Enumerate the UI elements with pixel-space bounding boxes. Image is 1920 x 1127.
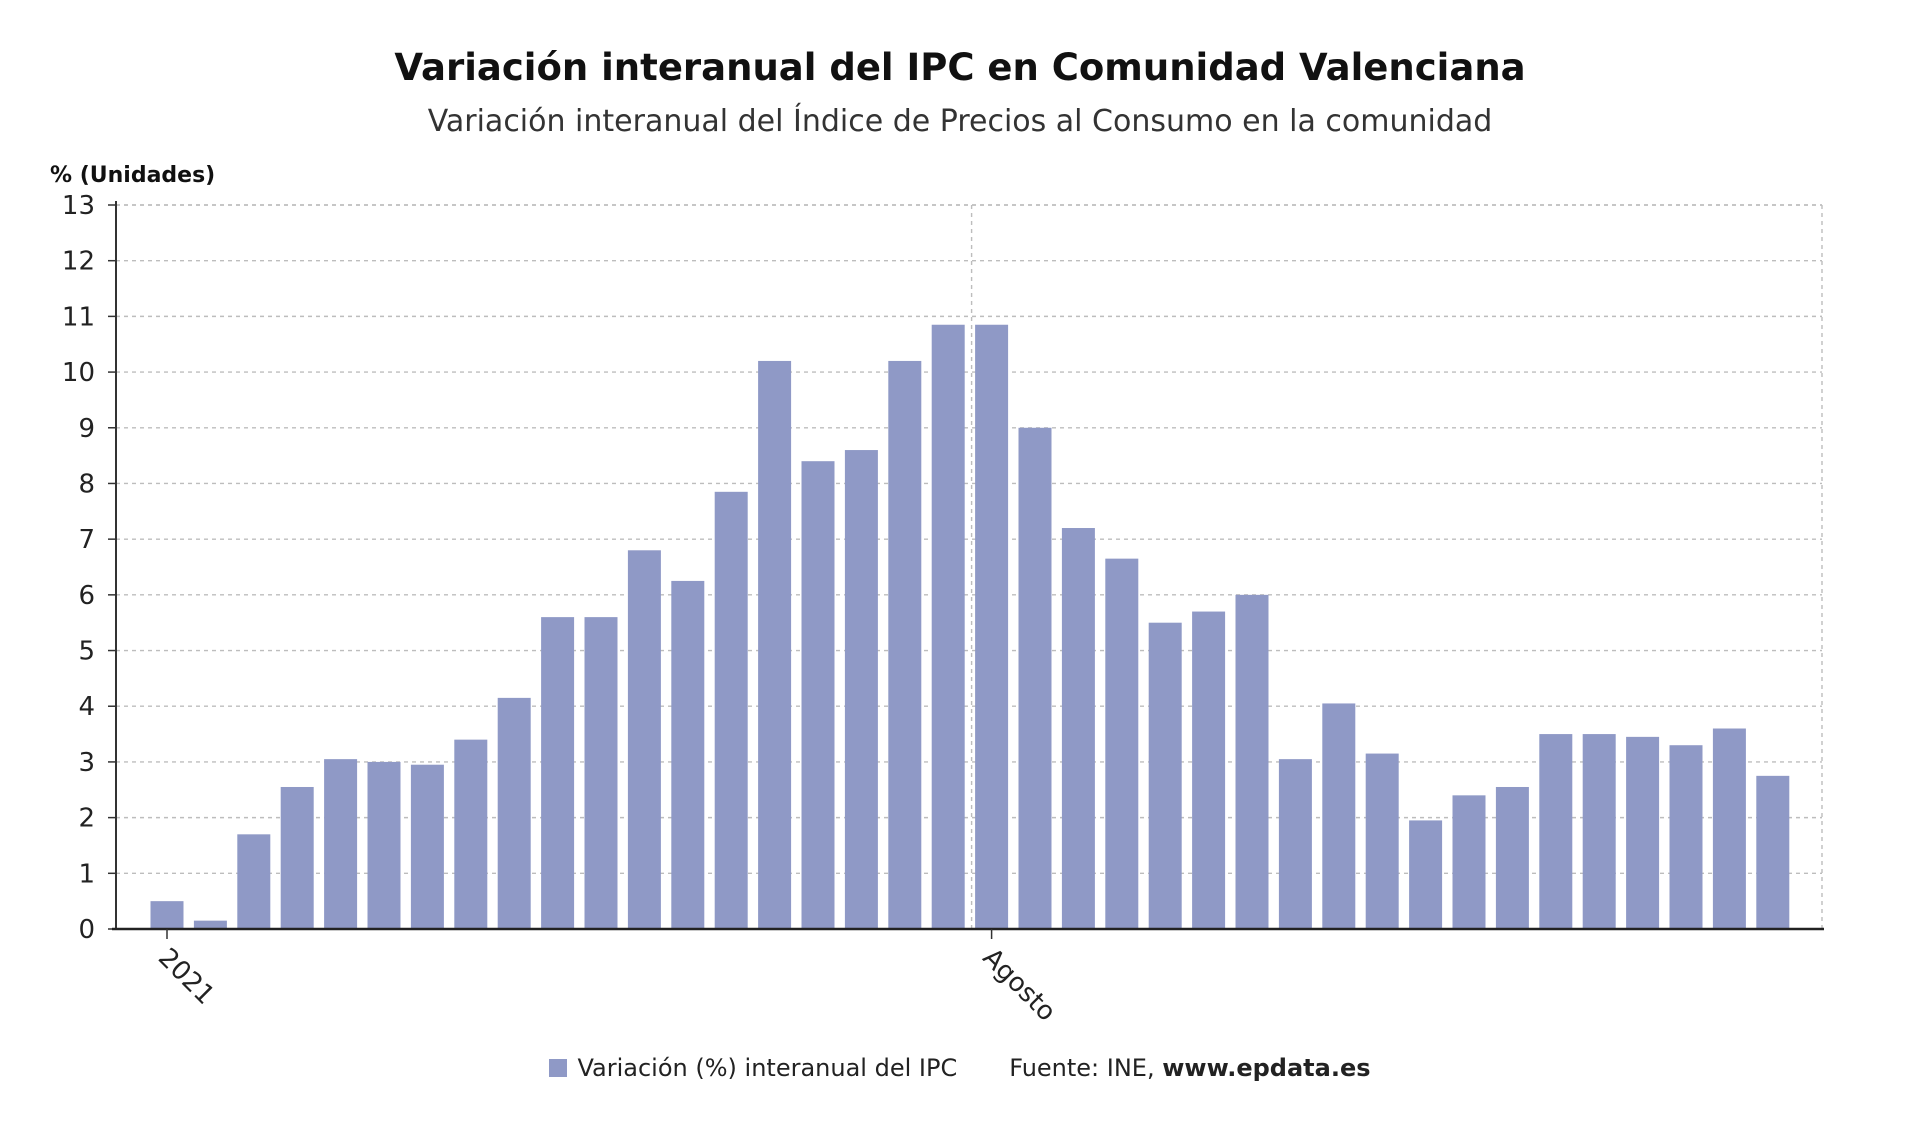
bars xyxy=(150,324,1790,929)
bar xyxy=(801,461,835,929)
bar xyxy=(1669,745,1703,929)
bar xyxy=(1278,759,1312,929)
bar xyxy=(1626,736,1660,929)
y-tick-label: 9 xyxy=(78,414,95,444)
bar xyxy=(1322,703,1356,929)
bar xyxy=(1756,775,1790,929)
bar xyxy=(237,834,271,929)
chart-title: Variación interanual del IPC en Comunida… xyxy=(394,46,1526,89)
bar xyxy=(193,920,227,929)
legend-swatch xyxy=(549,1059,568,1077)
legend-series-label: Variación (%) interanual del IPC xyxy=(577,1054,958,1082)
bar xyxy=(1582,734,1616,929)
bar xyxy=(1452,795,1486,929)
bar xyxy=(888,360,922,929)
axes xyxy=(112,201,1824,931)
legend: Variación (%) interanual del IPC Fuente: … xyxy=(0,1054,1920,1082)
y-tick-label: 1 xyxy=(78,859,95,889)
bar xyxy=(1018,427,1052,929)
chart-subtitle: Variación interanual del Índice de Preci… xyxy=(427,104,1493,139)
bar xyxy=(541,617,575,929)
source-site: www.epdata.es xyxy=(1162,1054,1371,1082)
y-tick-label: 10 xyxy=(62,358,95,388)
bar xyxy=(1105,558,1139,929)
bar xyxy=(1409,820,1443,929)
bar xyxy=(324,759,358,929)
y-tick-label: 12 xyxy=(62,247,95,277)
bar xyxy=(627,550,661,929)
bar xyxy=(671,580,705,929)
bar xyxy=(714,491,748,929)
x-axis-ticks: 2021 Agosto xyxy=(152,929,1061,1027)
bar xyxy=(280,786,314,929)
bar xyxy=(975,324,1009,929)
bar xyxy=(1712,728,1746,929)
y-tick-label: 8 xyxy=(78,469,95,499)
bar xyxy=(1148,622,1182,929)
bar xyxy=(454,739,488,929)
y-tick-label: 11 xyxy=(62,302,95,332)
bar xyxy=(150,901,184,929)
bar xyxy=(931,324,965,929)
bar xyxy=(844,450,878,929)
y-tick-label: 5 xyxy=(78,637,95,667)
x-tick-label: Agosto xyxy=(977,943,1062,1028)
y-tick-label: 3 xyxy=(78,748,95,778)
bar xyxy=(497,697,531,929)
y-tick-label: 13 xyxy=(62,191,95,221)
y-tick-label: 7 xyxy=(78,525,95,555)
y-tick-label: 4 xyxy=(78,692,95,722)
y-axis-unit-label: % (Unidades) xyxy=(50,163,215,188)
bar xyxy=(410,764,444,929)
y-tick-label: 2 xyxy=(78,804,95,834)
bar xyxy=(758,360,792,929)
bar xyxy=(1061,528,1095,929)
y-tick-label: 0 xyxy=(78,915,95,945)
gridlines xyxy=(116,204,1823,929)
bar xyxy=(1495,786,1529,929)
bar xyxy=(1235,594,1269,929)
bar xyxy=(1192,611,1226,929)
bar xyxy=(584,617,618,929)
x-tick-label: 2021 xyxy=(152,943,220,1011)
bar xyxy=(1365,753,1399,929)
bar xyxy=(1539,734,1573,929)
bar xyxy=(367,761,401,929)
y-tick-label: 6 xyxy=(78,581,95,611)
source-prefix: Fuente: INE, xyxy=(1009,1054,1163,1082)
